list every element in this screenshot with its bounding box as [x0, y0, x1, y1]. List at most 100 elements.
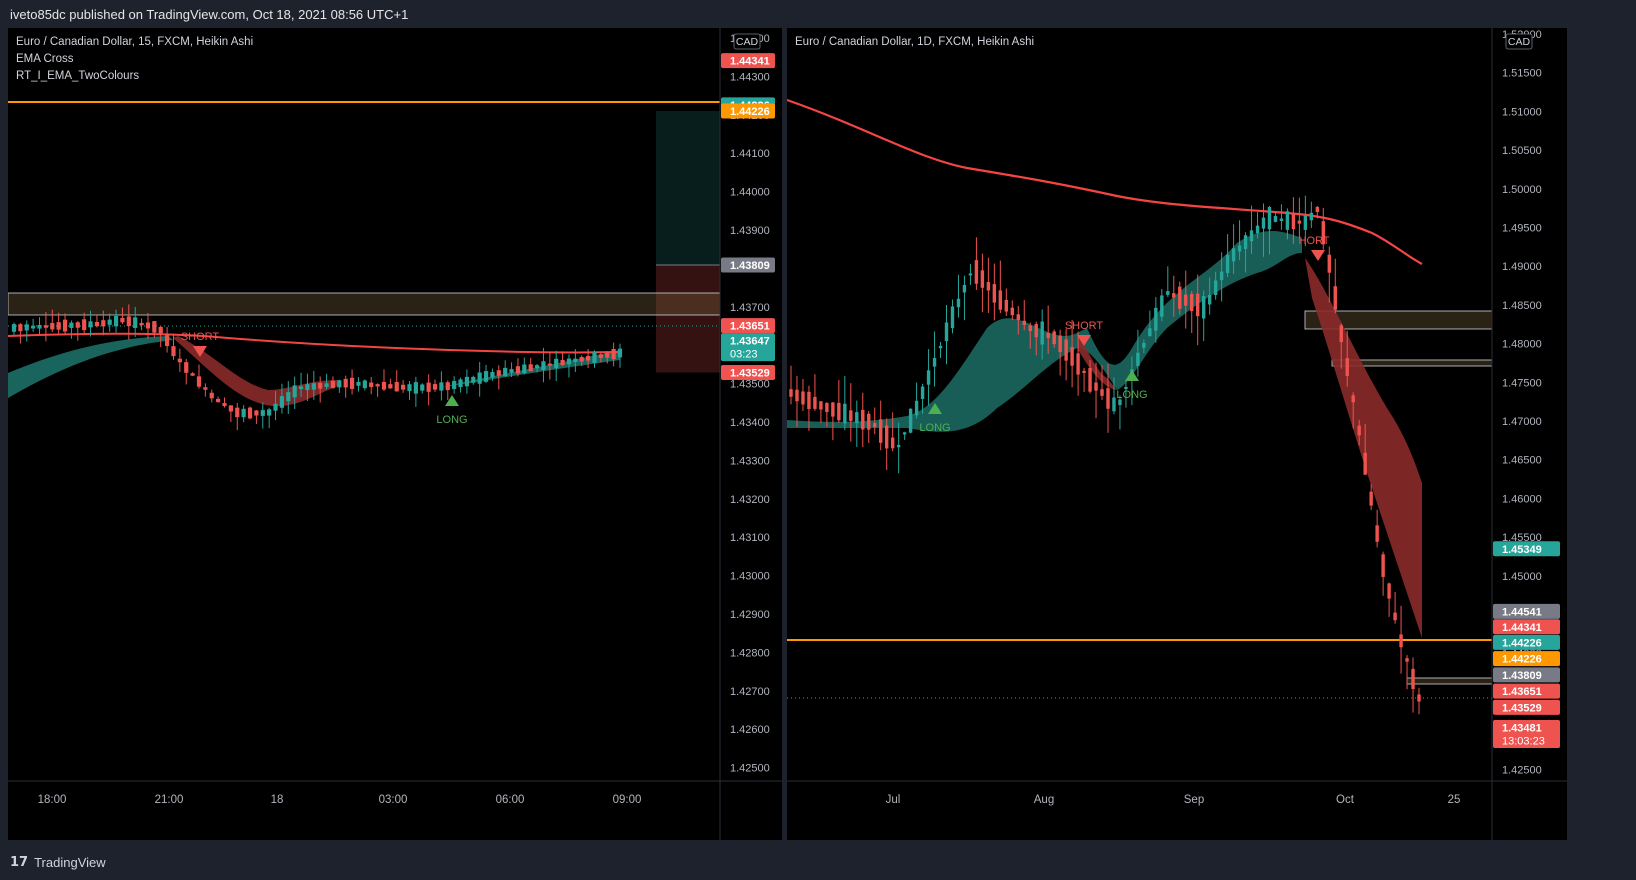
left-candle — [388, 384, 393, 389]
left-candle — [196, 376, 202, 387]
left-legend-ema-cross[interactable]: EMA Cross — [16, 53, 74, 65]
time-tick-label: 18 — [271, 794, 284, 806]
currency-label: CAD — [736, 36, 759, 48]
right-candle — [1136, 352, 1140, 367]
supply-zone — [8, 292, 721, 316]
right-short-signal-sep-label: HORT — [1299, 235, 1330, 247]
price-tick-label: 1.45000 — [1502, 571, 1542, 583]
price-axis-label-text: 1.44341 — [730, 56, 770, 68]
right-candle — [1261, 217, 1266, 229]
left-candle — [426, 382, 431, 392]
price-axis-label — [721, 103, 775, 119]
right-candle — [825, 402, 829, 413]
price-tick-label: 1.46500 — [1502, 455, 1542, 467]
right-legend-symbol[interactable]: Euro / Canadian Dollar, 1D, FXCM, Heikin… — [795, 36, 1035, 48]
left-candle — [617, 348, 623, 358]
right-candle — [1040, 321, 1044, 345]
right-chart-canvas[interactable]: SHORTLONGLONGHORT1.520001.515001.510001.… — [787, 28, 1567, 840]
time-tick-label: 03:00 — [379, 794, 408, 806]
left-candle — [503, 367, 508, 377]
left-candle — [324, 383, 329, 387]
left-candle — [560, 359, 565, 366]
right-candle — [1160, 295, 1164, 317]
right-candle — [1022, 320, 1026, 326]
left-chart-pane[interactable]: SHORTLONG1.444001.443001.442001.441001.4… — [8, 28, 782, 840]
right-candle — [902, 432, 907, 435]
right-candle — [1375, 525, 1379, 542]
currency-badge — [733, 33, 761, 50]
left-candle — [267, 409, 272, 416]
left-candle — [113, 315, 119, 327]
price-tick-label: 1.43900 — [730, 225, 770, 237]
right-candle — [1010, 307, 1014, 316]
ema-200-line — [787, 98, 1423, 265]
right-candle — [1142, 343, 1146, 348]
left-candle — [11, 324, 17, 332]
right-candle — [873, 423, 877, 428]
price-axis-label — [721, 257, 775, 273]
price-tick-label: 1.43300 — [730, 455, 770, 467]
left-candle — [483, 371, 489, 382]
right-candle — [1064, 339, 1068, 361]
left-candle — [247, 407, 253, 419]
left-candle — [241, 408, 246, 418]
left-candle — [509, 369, 514, 373]
left-candle — [579, 357, 584, 362]
right-candle — [1184, 294, 1188, 306]
right-candle — [1118, 399, 1122, 406]
right-candle — [1327, 254, 1331, 273]
right-candle — [1112, 397, 1116, 412]
right-chart-pane[interactable]: SHORTLONGLONGHORT1.520001.515001.510001.… — [787, 28, 1567, 840]
right-candle — [1297, 220, 1302, 224]
right-candle — [1154, 307, 1158, 331]
demand-zone — [1406, 677, 1493, 685]
right-candle — [1237, 245, 1242, 252]
price-tick-label: 1.42900 — [730, 609, 770, 621]
left-candle — [515, 366, 521, 374]
left-legend-rt-ema[interactable]: RT_I_EMA_TwoColours — [16, 70, 140, 82]
right-candle — [837, 402, 841, 421]
right-candle — [1369, 491, 1373, 506]
right-candle — [1399, 634, 1403, 648]
countdown-label: 13:03:23 — [1502, 736, 1545, 748]
left-candle — [228, 405, 233, 412]
left-candle — [260, 410, 265, 416]
price-axis-label — [1493, 699, 1560, 715]
right-candle — [920, 386, 925, 399]
price-tick-label: 1.48500 — [1502, 300, 1542, 312]
left-candle — [88, 321, 93, 328]
right-candle — [1058, 335, 1062, 352]
left-candle — [139, 322, 144, 326]
left-candle — [592, 351, 597, 363]
time-tick-label: Sep — [1184, 794, 1204, 806]
right-candle — [1339, 325, 1343, 343]
right-candle — [1052, 331, 1056, 345]
right-candle — [1100, 389, 1104, 396]
right-candle — [1178, 286, 1182, 309]
left-candle — [445, 382, 450, 391]
right-candle — [986, 281, 991, 291]
price-tick-label: 1.42600 — [730, 724, 770, 736]
right-candle — [789, 389, 793, 397]
left-candle — [471, 376, 476, 383]
left-candle — [133, 317, 138, 328]
price-axis-label-text: 1.44226 — [730, 106, 770, 118]
left-chart-legend: Euro / Canadian Dollar, 15, FXCM, Heikin… — [16, 34, 253, 85]
left-candle — [177, 358, 182, 363]
left-candle — [184, 362, 189, 373]
right-candle — [950, 306, 955, 329]
right-candle — [992, 284, 997, 303]
left-candle — [522, 364, 527, 374]
right-candle — [1303, 215, 1308, 230]
right-candle — [1243, 235, 1248, 250]
left-legend-symbol[interactable]: Euro / Canadian Dollar, 15, FXCM, Heikin… — [16, 36, 254, 48]
target-zone — [656, 110, 720, 265]
left-candle — [490, 371, 495, 378]
price-tick-label: 1.47500 — [1502, 377, 1542, 389]
right-candle — [1309, 212, 1314, 221]
right-candle — [998, 290, 1003, 310]
right-long-signal-aug-label: LONG — [1116, 389, 1147, 401]
left-chart-canvas[interactable]: SHORTLONG1.444001.443001.442001.441001.4… — [8, 28, 782, 840]
tradingview-brand[interactable]: 𝟭𝟳 TradingView — [10, 855, 106, 870]
right-candle — [1076, 353, 1080, 375]
